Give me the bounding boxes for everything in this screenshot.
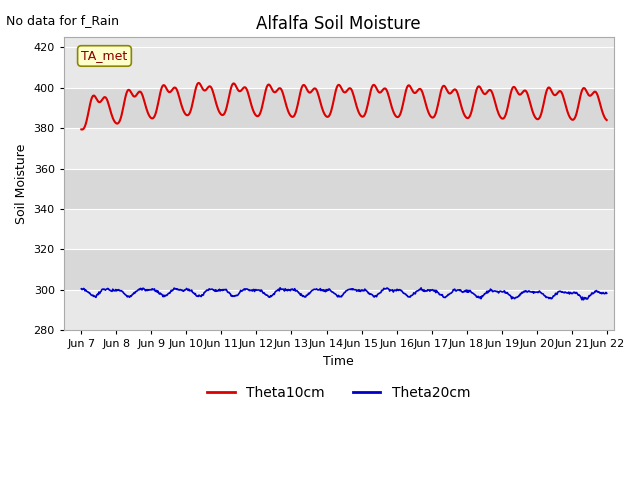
Bar	[64, 88, 614, 128]
Bar	[64, 128, 614, 168]
Text: No data for f_Rain: No data for f_Rain	[6, 14, 120, 27]
Bar	[64, 290, 614, 330]
Bar	[64, 209, 614, 249]
Bar	[64, 48, 614, 88]
Y-axis label: Soil Moisture: Soil Moisture	[15, 144, 28, 224]
Legend: Theta10cm, Theta20cm: Theta10cm, Theta20cm	[202, 380, 476, 405]
Title: Alfalfa Soil Moisture: Alfalfa Soil Moisture	[257, 15, 421, 33]
Text: TA_met: TA_met	[81, 49, 127, 62]
Bar	[64, 168, 614, 209]
Bar	[64, 37, 614, 48]
Bar	[64, 249, 614, 290]
X-axis label: Time: Time	[323, 355, 354, 368]
